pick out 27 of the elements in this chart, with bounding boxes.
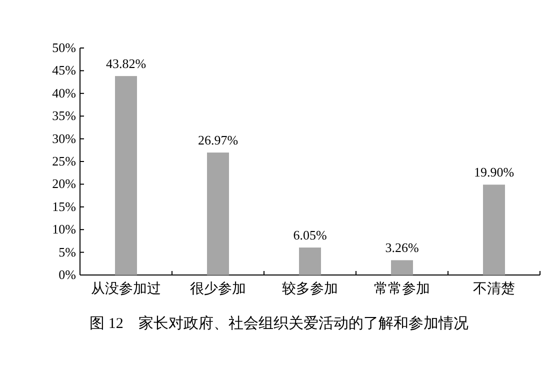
data-label: 3.26% <box>385 240 419 256</box>
bar <box>207 152 229 275</box>
y-tick-label: 0% <box>58 267 76 282</box>
bar <box>115 76 137 275</box>
x-tick-label: 很少参加 <box>190 281 246 297</box>
y-tick-label: 45% <box>52 62 76 78</box>
bar <box>299 248 321 275</box>
data-label: 43.82% <box>106 56 146 72</box>
y-tick-label: 50% <box>52 40 76 55</box>
bar <box>391 260 413 275</box>
x-tick-label: 较多参加 <box>282 281 338 297</box>
data-label: 19.90% <box>474 164 514 180</box>
x-tick-label: 常常参加 <box>374 281 430 297</box>
data-label: 6.05% <box>293 228 327 243</box>
y-tick-label: 15% <box>52 198 76 214</box>
bar <box>483 184 505 275</box>
y-tick-label: 35% <box>52 108 76 124</box>
x-tick-label: 不清楚 <box>473 281 515 297</box>
y-tick-label: 20% <box>52 176 76 192</box>
data-label: 26.97% <box>198 132 238 148</box>
y-tick-label: 40% <box>52 85 76 100</box>
y-tick-label: 5% <box>58 244 76 260</box>
y-tick-label: 25% <box>52 154 76 168</box>
y-tick-label: 10% <box>52 222 76 237</box>
x-tick-label: 从没参加过 <box>91 281 161 297</box>
text: 图 12 家长对政府、社会组织关爱活动的了解和参加情况 <box>90 315 468 332</box>
y-tick-label: 30% <box>52 130 76 146</box>
